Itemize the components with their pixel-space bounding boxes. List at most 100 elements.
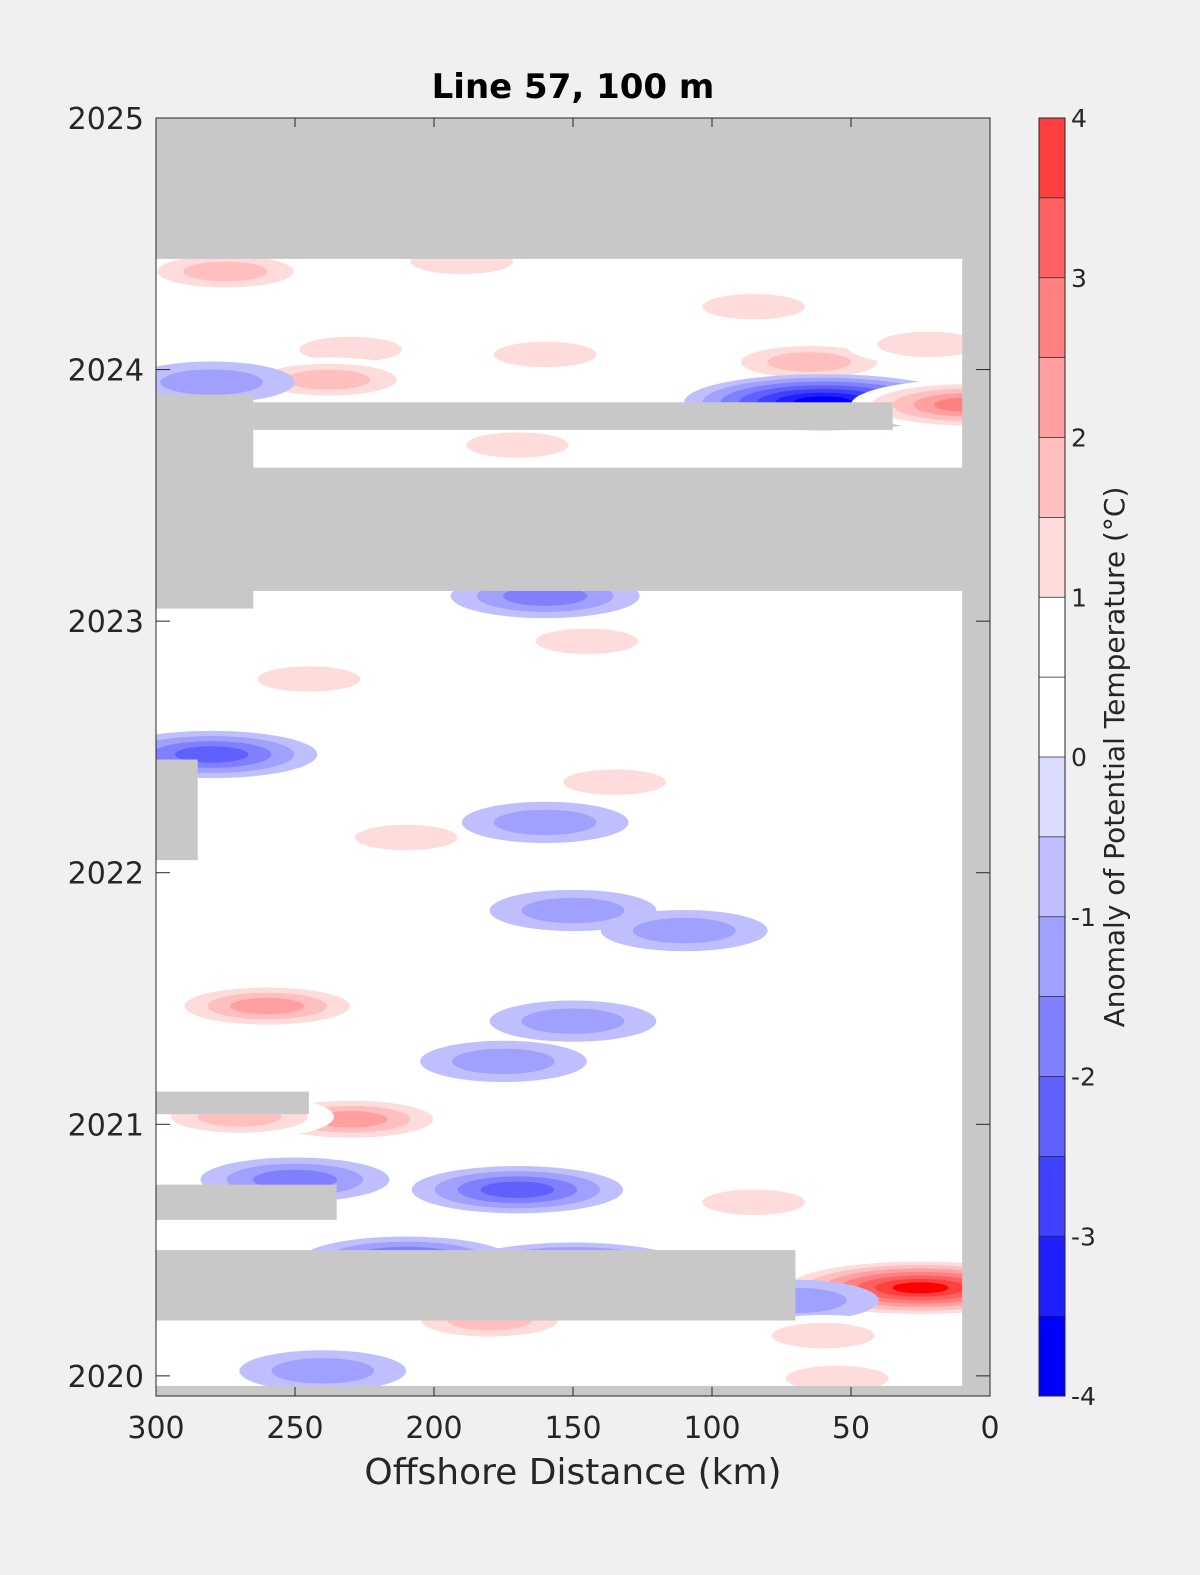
nodata-layer xyxy=(156,118,990,1396)
anomaly-blob xyxy=(156,361,295,403)
anomaly-blob xyxy=(739,1314,907,1357)
nodata-region xyxy=(156,759,198,861)
anomaly-contour xyxy=(493,809,597,836)
x-tick-label: 0 xyxy=(980,1411,999,1446)
colorbar-segment xyxy=(1039,677,1065,757)
anomaly-blob xyxy=(161,982,373,1030)
colorbar-label: Anomaly of Potential Temperature (°C) xyxy=(1098,487,1131,1028)
anomaly-blob xyxy=(531,761,699,803)
colorbar-tick-label: 2 xyxy=(1071,424,1087,453)
nodata-region xyxy=(156,394,254,609)
anomaly-blob xyxy=(233,357,423,402)
anomaly-blob xyxy=(489,1000,657,1042)
y-tick-label: 2020 xyxy=(68,1360,144,1395)
x-tick-label: 300 xyxy=(127,1411,184,1446)
x-tick-label: 200 xyxy=(405,1411,462,1446)
anomaly-blob xyxy=(411,1166,624,1214)
chart-title: Line 57, 100 m xyxy=(432,67,715,107)
colorbar-tick-label: -4 xyxy=(1071,1382,1096,1411)
x-tick-label: 50 xyxy=(832,1411,870,1446)
anomaly-blob xyxy=(322,816,490,859)
colorbar-tick-label: 0 xyxy=(1071,743,1087,772)
nodata-region xyxy=(156,1184,337,1220)
colorbar-segment xyxy=(1039,1236,1065,1317)
y-tick-label: 2023 xyxy=(68,605,144,640)
anomaly-blob xyxy=(670,286,838,328)
anomaly-blob xyxy=(239,1350,407,1392)
nodata-region xyxy=(156,1091,309,1115)
colorbar-segment xyxy=(1039,277,1065,358)
anomaly-contour xyxy=(892,1282,949,1294)
nodata-region xyxy=(156,118,990,259)
anomaly-contour xyxy=(702,293,806,320)
anomaly-contour xyxy=(480,1181,555,1198)
anomaly-blob xyxy=(670,1181,838,1223)
colorbar-segment xyxy=(1039,1156,1065,1237)
plot-area xyxy=(156,118,990,1396)
colorbar-segment xyxy=(1039,757,1065,837)
anomaly-contour xyxy=(771,1322,875,1349)
anomaly-contour xyxy=(521,1008,625,1034)
colorbar-segment xyxy=(1039,1076,1065,1157)
x-axis: 300 250 200 150 100 50 0 xyxy=(127,118,1000,1446)
colorbar-tick-label: -2 xyxy=(1071,1063,1096,1092)
colorbar-tick-label: 1 xyxy=(1071,583,1087,612)
anomaly-contour xyxy=(252,1169,338,1190)
y-tick-label: 2021 xyxy=(68,1108,144,1143)
colorbar-segment xyxy=(1039,836,1065,917)
colorbar-segment xyxy=(1039,597,1065,678)
anomaly-blob xyxy=(225,658,393,700)
anomaly-contour xyxy=(785,1365,889,1392)
x-axis-label: Offshore Distance (km) xyxy=(364,1452,781,1493)
anomaly-blob xyxy=(845,323,990,366)
colorbar-segment xyxy=(1039,1316,1065,1396)
x-tick-label: 150 xyxy=(544,1411,601,1446)
anomaly-contour xyxy=(183,261,268,282)
colorbar-segment xyxy=(1039,916,1065,997)
colorbar-tick-label: -1 xyxy=(1071,903,1096,932)
colorbar-segment xyxy=(1039,357,1065,438)
colorbar-segment xyxy=(1039,517,1065,598)
x-tick-label: 100 xyxy=(683,1411,740,1446)
anomaly-contour xyxy=(493,341,597,368)
colorbar: 4 3 2 1 0 -1 -2 -3 -4 xyxy=(1038,104,1096,1411)
anomaly-blob xyxy=(600,909,768,952)
x-tick-label: 250 xyxy=(266,1411,323,1446)
anomaly-contour xyxy=(466,432,569,458)
anomaly-contour xyxy=(521,897,625,924)
anomaly-contour xyxy=(767,352,852,372)
anomaly-blob xyxy=(461,333,629,376)
anomaly-contour xyxy=(160,369,263,395)
anomaly-contour xyxy=(257,666,361,692)
anomaly-contour xyxy=(271,1358,375,1384)
colorbar-segment xyxy=(1039,118,1065,198)
anomaly-contour xyxy=(503,586,588,606)
nodata-region xyxy=(156,1250,796,1321)
anomaly-blob xyxy=(461,801,629,844)
anomaly-contour xyxy=(563,769,667,795)
y-tick-label: 2024 xyxy=(68,354,144,389)
nodata-region xyxy=(253,402,893,430)
anomaly-contour xyxy=(174,746,249,763)
anomaly-blob xyxy=(156,249,320,294)
y-axis: 2025 2024 2023 2022 2021 2020 xyxy=(68,102,990,1395)
anomaly-contour xyxy=(299,336,402,363)
anomaly-contour xyxy=(632,917,736,944)
y-tick-label: 2025 xyxy=(68,102,144,137)
anomaly-contour xyxy=(702,1189,806,1215)
anomaly-contour xyxy=(877,331,981,358)
anomaly-blob xyxy=(434,424,601,466)
anomaly-blob xyxy=(156,730,318,779)
y-tick-label: 2022 xyxy=(68,857,144,892)
nodata-region xyxy=(156,467,990,591)
colorbar-segment xyxy=(1039,996,1065,1077)
anomaly-contour xyxy=(535,628,639,654)
colorbar-segment xyxy=(1039,437,1065,518)
anomaly-blob xyxy=(503,620,671,662)
anomaly-contour xyxy=(452,1048,555,1075)
anomaly-contour xyxy=(354,824,458,851)
colorbar-segment xyxy=(1039,197,1065,278)
colorbar-tick-label: -3 xyxy=(1071,1222,1096,1251)
colorbar-tick-label: 4 xyxy=(1071,104,1087,133)
